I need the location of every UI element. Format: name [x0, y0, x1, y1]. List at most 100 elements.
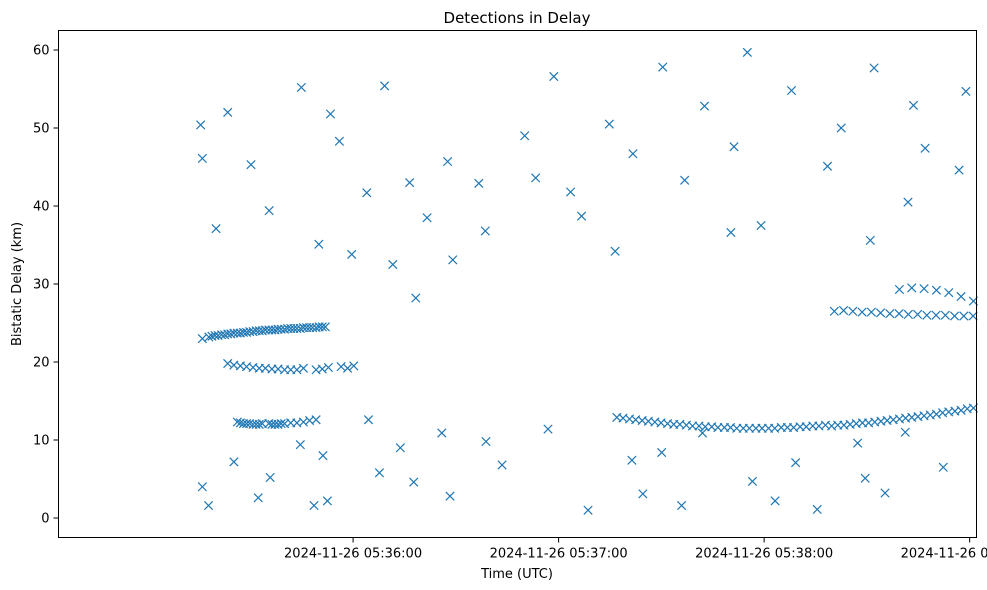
- data-point: [322, 496, 333, 506]
- data-point: [959, 311, 969, 321]
- y-tick-label: 30: [33, 278, 50, 293]
- data-point: [866, 307, 876, 317]
- data-point: [726, 227, 736, 238]
- data-point: [822, 161, 833, 171]
- data-point: [325, 109, 336, 119]
- data-point: [246, 160, 256, 170]
- x-tick-label: 2024-11-26 05:38:00: [695, 547, 833, 562]
- x-axis: 2024-11-26 05:36:00 2024-11-26 05:37:00 20…: [284, 537, 987, 562]
- data-point: [938, 462, 948, 472]
- data-point: [298, 363, 309, 373]
- data-points: [196, 47, 979, 515]
- data-point: [298, 417, 309, 427]
- data-point: [869, 63, 879, 73]
- data-point: [203, 500, 214, 511]
- data-point: [565, 187, 576, 197]
- data-point: [610, 246, 620, 256]
- data-point: [628, 149, 638, 159]
- data-point: [931, 285, 942, 295]
- data-point: [875, 308, 886, 318]
- data-point: [442, 156, 453, 167]
- data-point: [968, 311, 978, 321]
- data-point: [907, 283, 917, 293]
- data-point: [260, 325, 271, 335]
- data-point: [363, 415, 374, 425]
- y-tick-label: 50: [33, 122, 50, 137]
- data-point: [786, 85, 797, 96]
- data-point: [699, 101, 710, 111]
- data-point: [812, 504, 822, 515]
- data-point: [680, 175, 690, 185]
- data-point: [543, 424, 553, 434]
- data-point: [912, 309, 923, 320]
- data-point: [253, 493, 263, 503]
- data-point: [347, 249, 357, 259]
- data-point: [961, 86, 971, 96]
- data-point: [903, 309, 913, 320]
- data-point: [374, 468, 385, 478]
- x-tick-label: 2024-11-26 05:37:00: [490, 547, 628, 562]
- data-point: [314, 239, 324, 249]
- data-point: [411, 293, 421, 303]
- data-point: [838, 305, 849, 316]
- data-point: [920, 143, 930, 153]
- data-point: [880, 488, 890, 498]
- data-point: [223, 107, 233, 118]
- data-point: [860, 473, 870, 483]
- data-point: [791, 457, 801, 468]
- data-point: [956, 291, 966, 302]
- data-point: [295, 440, 305, 450]
- data-point: [576, 211, 587, 221]
- data-point: [697, 428, 708, 438]
- data-point: [687, 421, 698, 431]
- y-axis-label: Bistatic Delay (km): [10, 222, 25, 346]
- data-point: [657, 447, 667, 458]
- data-point: [223, 358, 233, 369]
- data-point: [422, 213, 432, 223]
- data-point: [289, 323, 299, 334]
- data-point: [756, 220, 766, 231]
- data-point: [445, 491, 455, 501]
- data-point: [865, 235, 875, 245]
- data-point: [254, 419, 264, 430]
- data-point: [903, 197, 913, 207]
- data-point: [437, 428, 447, 438]
- data-point: [265, 472, 275, 483]
- data-point: [931, 310, 941, 320]
- data-point: [264, 206, 274, 216]
- x-axis-label: Time (UTC): [480, 567, 553, 582]
- data-point: [196, 120, 206, 130]
- data-point: [885, 309, 895, 319]
- data-point: [342, 363, 353, 373]
- x-tick-label: 2024-11-26 05:39:00: [901, 547, 987, 562]
- data-point: [296, 82, 306, 93]
- data-point: [474, 178, 484, 189]
- data-point: [232, 417, 242, 427]
- data-point: [829, 306, 839, 316]
- data-point: [857, 307, 867, 317]
- data-point: [949, 311, 960, 321]
- data-point: [944, 287, 954, 298]
- data-point: [197, 153, 207, 164]
- data-point: [836, 123, 846, 133]
- data-point: [638, 489, 648, 499]
- y-tick-label: 40: [33, 200, 50, 215]
- data-point: [323, 362, 334, 373]
- data-point: [658, 62, 668, 72]
- data-point: [931, 409, 942, 419]
- data-point: [481, 436, 491, 447]
- data-point: [922, 310, 932, 320]
- data-point: [627, 455, 637, 465]
- data-point: [940, 310, 950, 320]
- data-point: [713, 422, 723, 433]
- y-tick-label: 20: [33, 356, 50, 371]
- data-point: [309, 500, 319, 511]
- data-point: [317, 364, 327, 374]
- data-point: [853, 438, 863, 448]
- x-tick-label: 2024-11-26 05:36:00: [284, 547, 422, 562]
- data-point: [273, 324, 283, 334]
- data-point: [908, 100, 919, 111]
- data-point: [729, 142, 739, 152]
- data-point: [894, 284, 905, 295]
